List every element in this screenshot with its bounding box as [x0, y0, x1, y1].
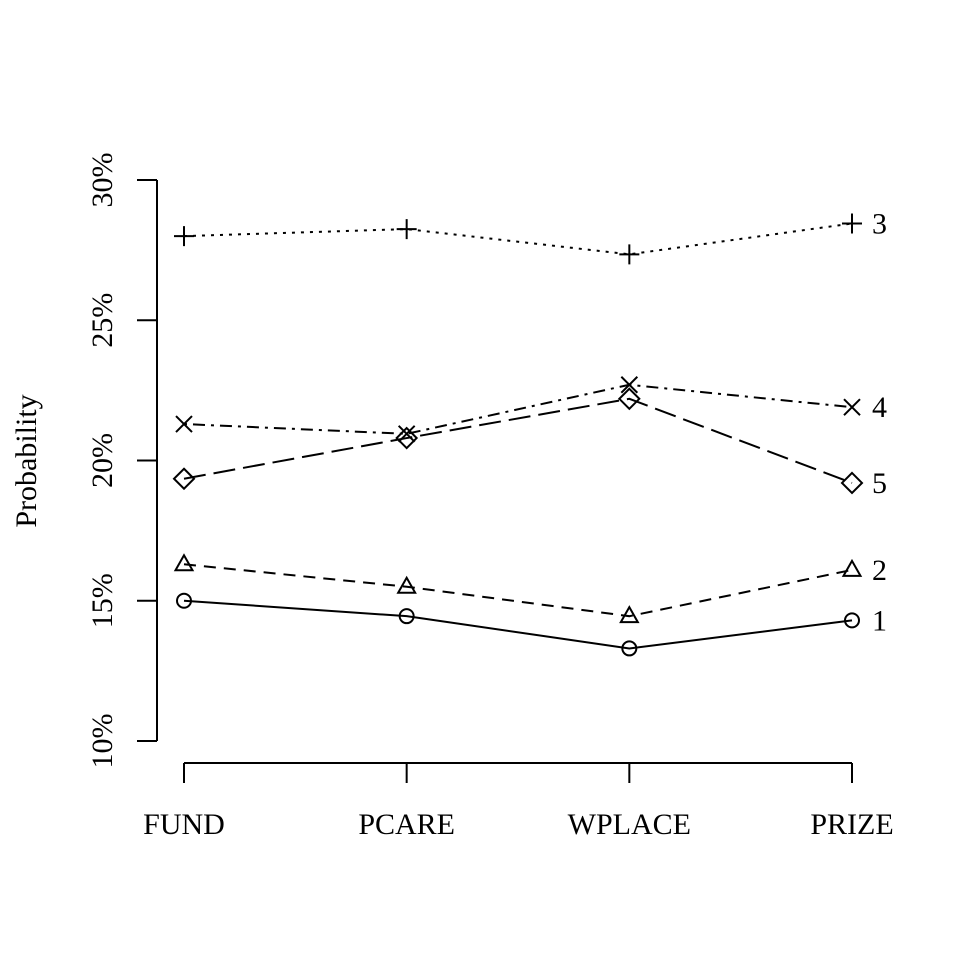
y-tick-label: 30%: [86, 153, 119, 208]
y-tick-label: 25%: [86, 293, 119, 348]
data-point: [844, 612, 860, 629]
data-point: [175, 415, 193, 433]
data-point: [841, 558, 863, 577]
x-tick-label: FUND: [143, 808, 225, 841]
data-point: [843, 398, 861, 416]
data-point: [172, 467, 196, 491]
series-3: 3: [174, 207, 887, 265]
series-5: 5: [172, 387, 887, 500]
data-point: [398, 608, 415, 625]
data-point: [174, 226, 194, 247]
y-tick-label: 15%: [86, 573, 119, 628]
data-point: [840, 471, 864, 495]
series-label: 2: [872, 554, 887, 587]
data-point: [396, 219, 417, 240]
series-label: 3: [872, 207, 887, 240]
data-point: [396, 575, 417, 594]
data-point: [176, 592, 192, 609]
x-axis: FUND PCARE WPLACE PRIZE: [143, 762, 894, 841]
x-tick-label: PCARE: [358, 808, 455, 841]
series-4: 4: [175, 376, 887, 443]
data-point: [842, 213, 862, 234]
series-line: [183, 599, 853, 650]
data-point: [617, 387, 641, 411]
y-tick-label: 10%: [86, 714, 119, 769]
y-axis: 10% 15% 20% 25% 30%: [86, 153, 158, 769]
series-label: 5: [872, 467, 887, 500]
data-point: [395, 426, 419, 450]
y-tick-label: 20%: [86, 433, 119, 488]
series-label: 4: [872, 391, 887, 424]
data-point: [619, 605, 640, 624]
series-line: [183, 397, 853, 484]
series-line: [183, 222, 853, 256]
data-point: [173, 553, 195, 572]
x-tick-label: PRIZE: [810, 808, 893, 841]
x-tick-label: WPLACE: [568, 808, 691, 841]
y-axis-title: Probability: [10, 394, 43, 527]
data-point: [621, 640, 638, 657]
series-label: 1: [872, 604, 887, 637]
series-line: [183, 563, 853, 618]
series-layer: 1 2 3 4 5: [172, 207, 887, 657]
series-line: [183, 383, 853, 435]
data-point: [619, 244, 640, 265]
series-1: 1: [176, 592, 887, 657]
series-2: 2: [173, 553, 887, 624]
data-point: [620, 376, 639, 394]
